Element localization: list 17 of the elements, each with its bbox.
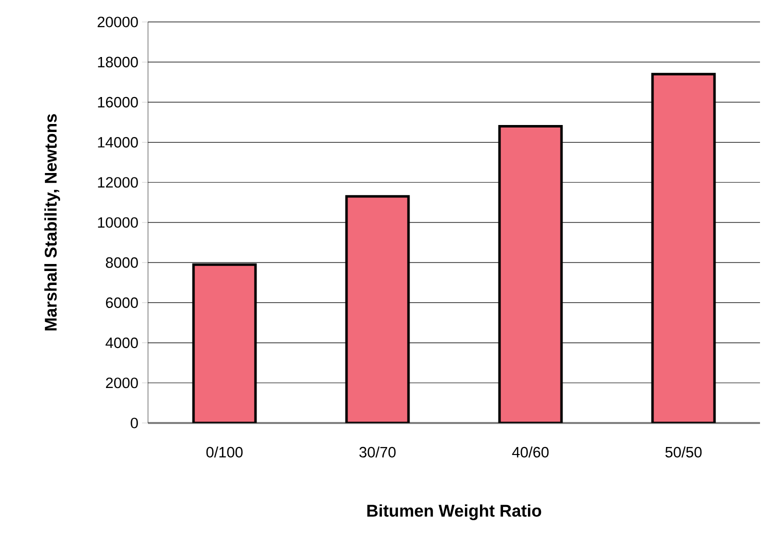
- y-axis-title: Marshall Stability, Newtons: [44, 114, 60, 330]
- y-tick-label: 2000: [106, 378, 138, 388]
- x-tick-label: 40/60: [512, 446, 549, 458]
- x-tick-label: 0/100: [206, 446, 243, 458]
- y-tick-label: 10000: [98, 217, 138, 228]
- y-tick-label: 12000: [98, 177, 138, 188]
- y-tick-label: 18000: [98, 56, 138, 68]
- y-tick-label: 4000: [106, 337, 138, 348]
- y-tick-label: 14000: [98, 136, 138, 148]
- y-tick-label: 16000: [98, 96, 138, 108]
- x-tick-label: 30/70: [359, 446, 396, 458]
- y-tick-label: 0: [130, 418, 138, 428]
- x-axis-title: Bitumen Weight Ratio: [367, 504, 542, 520]
- x-tick-label: 50/50: [665, 446, 702, 458]
- y-tick-label: 6000: [106, 297, 138, 308]
- y-tick-label: 20000: [98, 16, 138, 28]
- y-tick-label: 8000: [106, 257, 138, 268]
